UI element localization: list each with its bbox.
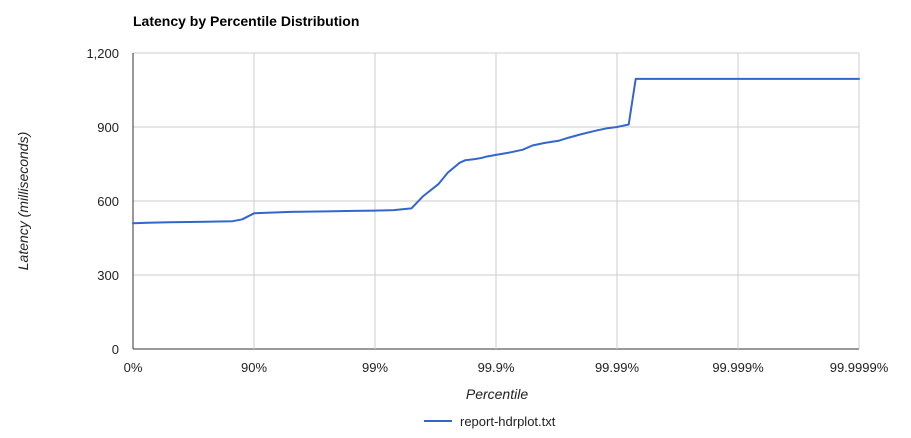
grid-lines bbox=[133, 52, 860, 350]
x-tick-label: 99.999% bbox=[712, 360, 764, 375]
x-tick-label: 90% bbox=[241, 360, 267, 375]
series-line bbox=[132, 77, 860, 225]
x-tick-label: 99.9999% bbox=[830, 360, 889, 375]
x-tick-label: 0% bbox=[124, 360, 143, 375]
y-axis-title: Latency (milliseconds) bbox=[15, 132, 31, 271]
y-tick-label: 0 bbox=[112, 342, 119, 357]
legend-label: report-hdrplot.txt bbox=[460, 414, 556, 429]
y-tick-label: 1,200 bbox=[86, 46, 119, 61]
x-axis-title: Percentile bbox=[466, 386, 528, 402]
y-tick-label: 600 bbox=[97, 194, 119, 209]
legend: report-hdrplot.txt bbox=[424, 414, 556, 429]
x-tick-label: 99.99% bbox=[595, 360, 640, 375]
chart-title: Latency by Percentile Distribution bbox=[133, 13, 359, 29]
series-lines bbox=[132, 77, 860, 225]
y-tick-label: 300 bbox=[97, 268, 119, 283]
x-tick-label: 99% bbox=[362, 360, 388, 375]
tick-labels: 0 300 600 900 1,200 0% 90% 99% 99.9% 99.99% 99.999… bbox=[86, 46, 888, 375]
y-tick-label: 900 bbox=[97, 120, 119, 135]
x-tick-label: 99.9% bbox=[478, 360, 515, 375]
